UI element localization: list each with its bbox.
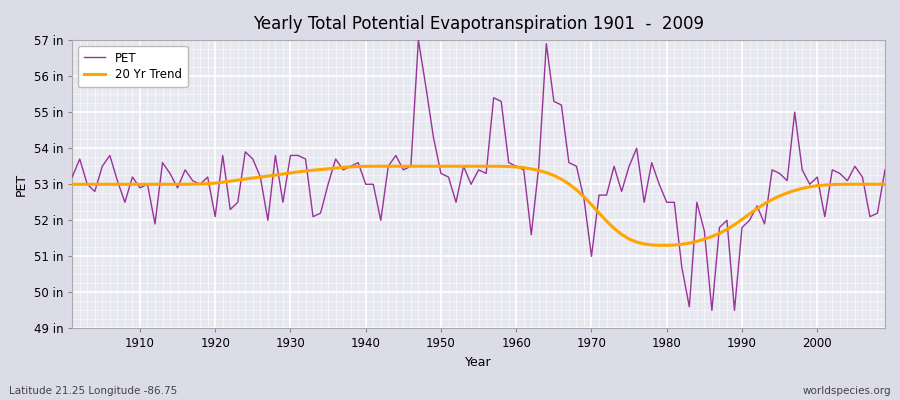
20 Yr Trend — [398, 164, 409, 169]
PET — [127, 175, 138, 180]
PET — [608, 164, 619, 169]
PET — [511, 164, 522, 169]
20 Yr Trend — [608, 226, 619, 231]
PET — [292, 153, 303, 158]
PET — [67, 175, 77, 180]
20 Yr Trend — [662, 243, 672, 248]
20 Yr Trend — [511, 164, 522, 169]
PET — [413, 38, 424, 42]
Title: Yearly Total Potential Evapotranspiration 1901  -  2009: Yearly Total Potential Evapotranspiratio… — [253, 15, 704, 33]
20 Yr Trend — [338, 165, 348, 170]
X-axis label: Year: Year — [465, 356, 492, 369]
20 Yr Trend — [67, 182, 77, 187]
Line: PET: PET — [72, 40, 885, 310]
Legend: PET, 20 Yr Trend: PET, 20 Yr Trend — [78, 46, 187, 87]
20 Yr Trend — [518, 165, 529, 170]
20 Yr Trend — [127, 182, 138, 187]
Text: worldspecies.org: worldspecies.org — [803, 386, 891, 396]
PET — [879, 168, 890, 172]
PET — [518, 168, 529, 172]
Line: 20 Yr Trend: 20 Yr Trend — [72, 166, 885, 245]
PET — [706, 308, 717, 313]
Text: Latitude 21.25 Longitude -86.75: Latitude 21.25 Longitude -86.75 — [9, 386, 177, 396]
Y-axis label: PET: PET — [15, 173, 28, 196]
PET — [338, 168, 348, 172]
20 Yr Trend — [292, 170, 303, 174]
20 Yr Trend — [879, 182, 890, 187]
